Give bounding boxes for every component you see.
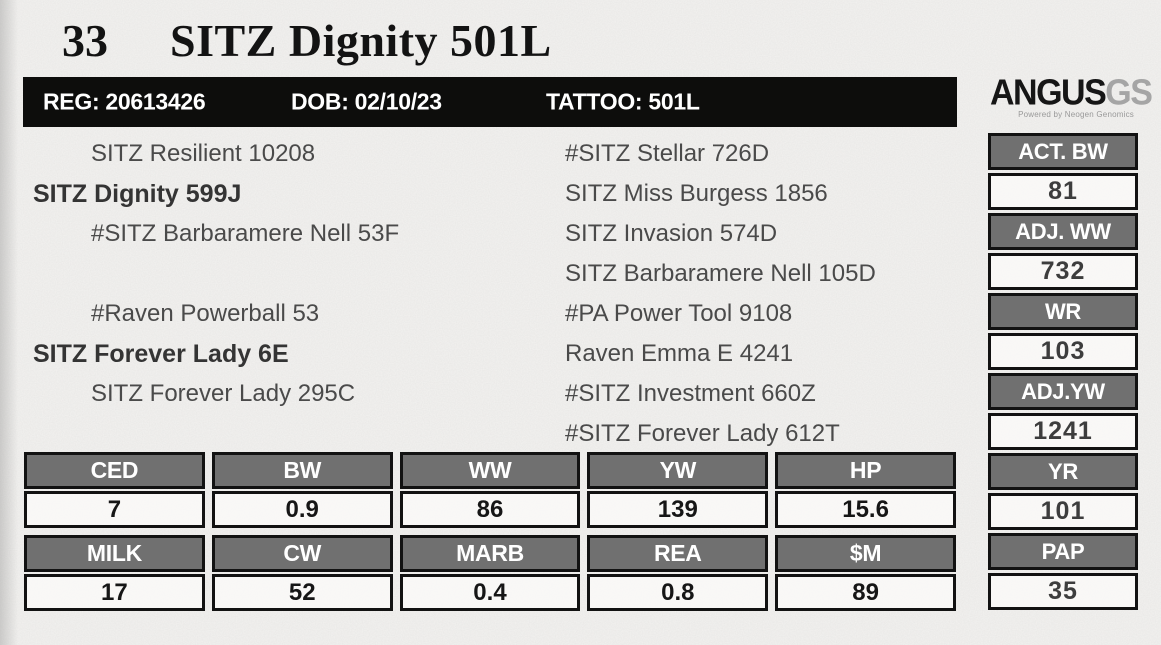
stat-label: YR [988, 453, 1138, 490]
epd-value-cell: 52 [211, 574, 393, 611]
epd-value-row: 7 0.9 86 139 15.6 [24, 491, 956, 528]
pedigree-entry-right: #SITZ Investment 660Z [565, 380, 816, 407]
epd-header-cell: WW [399, 452, 581, 489]
pedigree-entry-left: SITZ Resilient 10208 [91, 140, 316, 167]
epd-value-row: 17 52 0.4 0.8 89 [24, 574, 956, 611]
stat-label: ACT. BW [988, 133, 1138, 170]
pedigree-row: SITZ Forever Lady 6E Raven Emma E 4241 [23, 334, 957, 374]
stat-value: 732 [988, 253, 1138, 290]
performance-column: ACT. BW 81 ADJ. WW 732 WR 103 ADJ.YW 124… [988, 133, 1138, 613]
epd-header-row: CED BW WW YW HP [24, 452, 956, 489]
pedigree-entry-left: #SITZ Barbaramere Nell 53F [91, 220, 400, 247]
epd-value-cell: 0.4 [399, 574, 581, 611]
epd-header-cell: BW [211, 452, 393, 489]
epd-header-cell: YW [587, 452, 769, 489]
epd-table: CED BW WW YW HP 7 0.9 86 139 15.6 MILK C… [24, 452, 956, 611]
lot-number: 33 [62, 15, 108, 66]
pedigree-section: SITZ Resilient 10208 #SITZ Stellar 726D … [23, 134, 957, 454]
pedigree-row: SITZ Barbaramere Nell 105D [23, 254, 957, 294]
logo-angus-text: ANGUS [990, 73, 1107, 113]
tattoo-field: TATTOO: 501L [546, 88, 700, 115]
pedigree-row: SITZ Dignity 599J SITZ Miss Burgess 1856 [23, 174, 957, 214]
stat-value: 35 [988, 573, 1138, 610]
epd-value-cell: 17 [24, 574, 205, 611]
pedigree-entry-right: #PA Power Tool 9108 [565, 300, 793, 327]
epd-value-cell: 0.9 [211, 491, 393, 528]
pedigree-entry-right: #SITZ Stellar 726D [565, 140, 770, 167]
page-title: SITZ Dignity 501L [170, 15, 552, 66]
reg-number: REG: 20613426 [43, 88, 206, 115]
epd-value-cell: 7 [24, 491, 205, 528]
pedigree-row: #SITZ Barbaramere Nell 53F SITZ Invasion… [23, 214, 957, 254]
epd-header-cell: REA [587, 535, 769, 572]
epd-header-cell: MILK [24, 535, 205, 572]
epd-value-cell: 139 [587, 491, 769, 528]
pedigree-entry-left: SITZ Forever Lady 295C [91, 380, 356, 407]
epd-header-cell: CW [211, 535, 393, 572]
epd-value-cell: 0.8 [587, 574, 769, 611]
angus-gs-logo: ANGUSGS Powered by Neogen Genomics [990, 75, 1153, 119]
sire-name: SITZ Dignity 599J [33, 179, 242, 208]
pedigree-entry-right: SITZ Barbaramere Nell 105D [565, 260, 876, 287]
logo-gs-text: GS [1105, 73, 1153, 113]
stat-value: 81 [988, 173, 1138, 210]
stat-value: 1241 [988, 413, 1138, 450]
pedigree-entry-right: #SITZ Forever Lady 612T [565, 420, 840, 447]
pedigree-row: SITZ Resilient 10208 #SITZ Stellar 726D [23, 134, 957, 174]
stat-label: ADJ.YW [988, 373, 1138, 410]
epd-header-cell: HP [775, 452, 956, 489]
pedigree-row: #SITZ Forever Lady 612T [23, 414, 957, 454]
pedigree-row: SITZ Forever Lady 295C #SITZ Investment … [23, 374, 957, 414]
dam-name: SITZ Forever Lady 6E [33, 339, 289, 368]
page-edge-shade [0, 0, 18, 645]
epd-value-cell: 89 [775, 574, 956, 611]
stat-value: 101 [988, 493, 1138, 530]
registration-bar: REG: 20613426 DOB: 02/10/23 TATTOO: 501L [23, 77, 957, 127]
epd-header-cell: MARB [399, 535, 581, 572]
pedigree-row: #Raven Powerball 53 #PA Power Tool 9108 [23, 294, 957, 334]
stat-value: 103 [988, 333, 1138, 370]
epd-value-cell: 15.6 [775, 491, 956, 528]
stat-label: PAP [988, 533, 1138, 570]
pedigree-entry-right: Raven Emma E 4241 [565, 340, 794, 367]
stat-label: WR [988, 293, 1138, 330]
epd-header-row: MILK CW MARB REA $M [24, 535, 956, 572]
epd-value-cell: 86 [399, 491, 581, 528]
pedigree-entry-right: SITZ Invasion 574D [565, 220, 778, 247]
dob-field: DOB: 02/10/23 [291, 88, 442, 115]
pedigree-entry-left: #Raven Powerball 53 [91, 300, 320, 327]
stat-label: ADJ. WW [988, 213, 1138, 250]
pedigree-entry-right: SITZ Miss Burgess 1856 [565, 180, 828, 207]
logo-wordmark: ANGUSGS [990, 73, 1153, 113]
epd-header-cell: $M [775, 535, 956, 572]
epd-header-cell: CED [24, 452, 205, 489]
